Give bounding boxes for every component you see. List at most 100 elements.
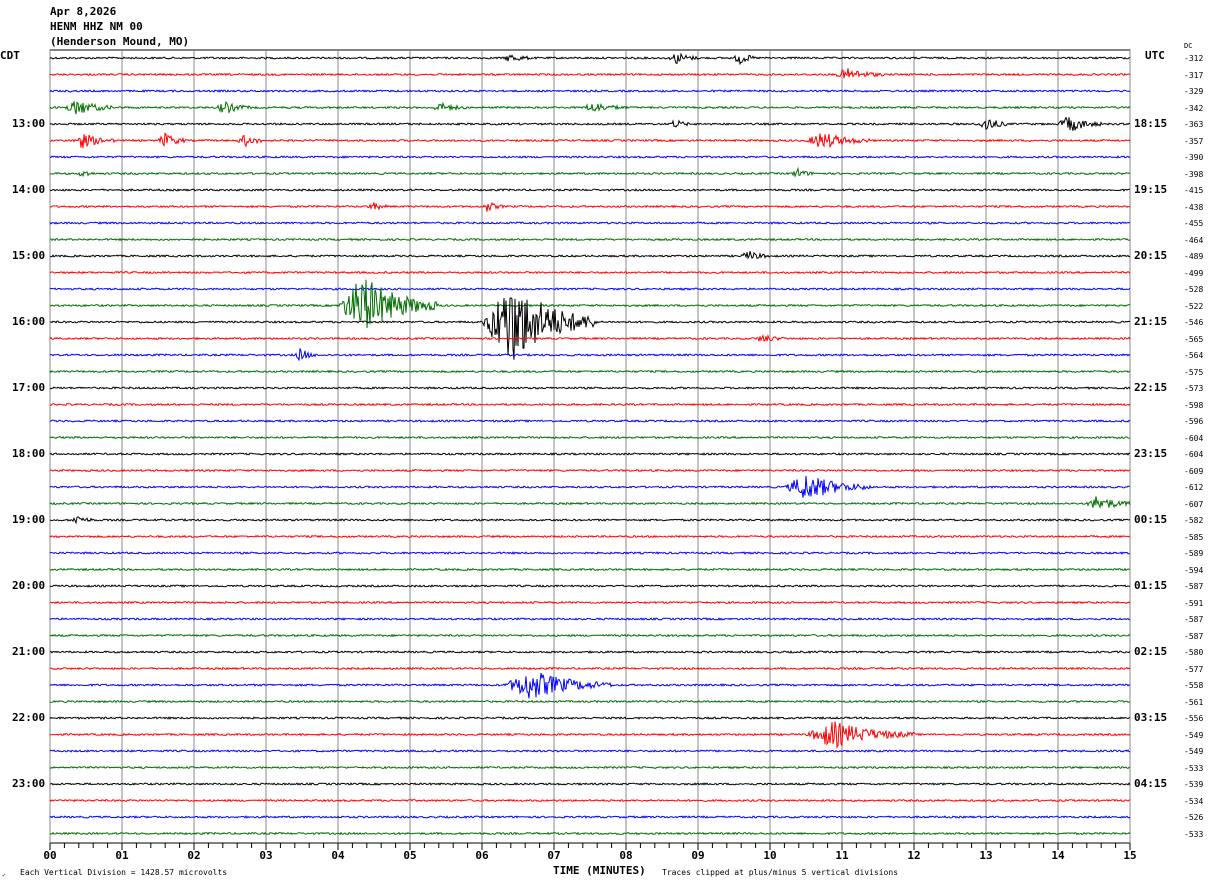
dc-offset: -528 <box>1184 285 1204 294</box>
header-date: Apr 8,2026 <box>50 5 117 18</box>
trace-31 <box>49 567 1130 572</box>
trace-39 <box>49 699 1131 704</box>
cdt-hour-label: 22:00 <box>12 711 46 724</box>
cdt-hour-label: 18:00 <box>12 447 46 460</box>
cdt-hour-label: 23:00 <box>12 777 46 790</box>
dc-offset: -598 <box>1184 400 1204 410</box>
trace-12 <box>50 251 1131 260</box>
dc-offset: -609 <box>1184 466 1204 476</box>
dc-offset: -591 <box>1184 598 1204 608</box>
dc-offset: -398 <box>1184 169 1204 179</box>
trace-18 <box>49 348 1131 361</box>
dc-offset: -312 <box>1184 54 1204 63</box>
trace-42 <box>49 749 1130 753</box>
cdt-label: CDT <box>0 49 20 62</box>
trace-11 <box>49 237 1131 242</box>
dc-offset: -455 <box>1184 219 1204 228</box>
trace-38 <box>49 672 1131 699</box>
trace-41 <box>49 721 1131 749</box>
dc-offset: -539 <box>1184 780 1204 789</box>
trace-46 <box>49 815 1131 819</box>
trace-29 <box>49 534 1131 539</box>
header-station: HENM HHZ NM 00 <box>50 20 143 33</box>
trace-36 <box>49 650 1131 654</box>
dc-offset: -329 <box>1184 87 1204 96</box>
trace-4 <box>49 116 1131 131</box>
trace-26 <box>49 475 1131 498</box>
header-location: (Henderson Mound, MO) <box>50 35 190 48</box>
cdt-hour-label: 20:00 <box>12 579 46 592</box>
trace-13 <box>49 270 1131 275</box>
plot-frame <box>49 49 1131 844</box>
trace-7 <box>49 166 1131 178</box>
x-tick-label: 12 <box>907 849 920 862</box>
dc-offset: -342 <box>1184 103 1204 113</box>
dc-offset: -390 <box>1184 153 1204 162</box>
dc-offset: -607 <box>1184 499 1204 509</box>
trace-8 <box>49 188 1130 192</box>
dc-offset: -585 <box>1184 532 1204 542</box>
trace-44 <box>49 782 1131 786</box>
logo-mark: ✓ <box>2 872 6 879</box>
x-tick-label: 03 <box>259 849 272 862</box>
cdt-hour-label: 17:00 <box>12 381 46 394</box>
trace-0 <box>49 52 1131 66</box>
dc-offset: -582 <box>1184 516 1204 525</box>
x-tick-label: 09 <box>691 849 704 862</box>
trace-40 <box>49 716 1131 720</box>
trace-21 <box>49 402 1131 407</box>
dc-offset: -464 <box>1184 235 1204 245</box>
cdt-hour-label: 19:00 <box>12 513 46 526</box>
x-tick-label: 01 <box>115 849 129 862</box>
trace-27 <box>49 496 1131 509</box>
dc-offset: -573 <box>1184 384 1204 393</box>
scale-note: Each Vertical Division = 1428.57 microvo… <box>20 868 228 877</box>
trace-14 <box>49 287 1131 291</box>
dc-offset: -577 <box>1184 664 1204 674</box>
trace-1 <box>49 68 1131 79</box>
trace-6 <box>49 155 1131 159</box>
trace-33 <box>49 600 1131 605</box>
trace-37 <box>49 666 1131 671</box>
trace-25 <box>49 468 1131 473</box>
dc-offset: -556 <box>1184 714 1204 723</box>
trace-19 <box>49 369 1131 374</box>
dc-offset: -587 <box>1184 582 1204 591</box>
dc-offset: -612 <box>1184 483 1204 492</box>
utc-hour-label: 00:15 <box>1134 513 1168 526</box>
trace-22 <box>49 419 1131 423</box>
dc-offset: -565 <box>1184 334 1204 344</box>
trace-15 <box>49 279 1131 329</box>
dc-offset: -546 <box>1184 318 1204 327</box>
trace-45 <box>49 798 1131 803</box>
utc-hour-label: 18:15 <box>1134 117 1168 130</box>
dc-offset: -575 <box>1184 367 1204 377</box>
cdt-hour-label: 15:00 <box>12 249 46 262</box>
dc-offset: -596 <box>1184 417 1204 426</box>
utc-hour-label: 01:15 <box>1134 579 1168 592</box>
trace-10 <box>49 221 1131 225</box>
cdt-hour-label: 21:00 <box>12 645 46 658</box>
x-tick-label: 08 <box>619 849 632 862</box>
cdt-hour-label: 13:00 <box>12 117 46 130</box>
dc-offset: -587 <box>1184 615 1204 624</box>
utc-hour-label: 03:15 <box>1134 711 1168 724</box>
dc-offset: -489 <box>1184 252 1204 261</box>
cdt-hour-label: 14:00 <box>12 183 46 196</box>
trace-32 <box>49 584 1131 588</box>
trace-3 <box>49 100 1131 115</box>
dc-offset: -564 <box>1184 351 1204 360</box>
dc-offset: -499 <box>1184 268 1204 278</box>
dc-offset: -589 <box>1184 549 1204 558</box>
x-tick-label: 11 <box>835 849 849 862</box>
trace-24 <box>49 452 1131 456</box>
dc-offset: -533 <box>1184 829 1204 839</box>
dc-offset: -549 <box>1184 730 1204 740</box>
dc-offset: -561 <box>1184 697 1204 707</box>
trace-35 <box>49 633 1131 638</box>
dc-offset: -604 <box>1184 450 1204 459</box>
cdt-hour-label: 16:00 <box>12 315 46 328</box>
clip-note: Traces clipped at plus/minus 5 vertical … <box>662 868 899 877</box>
